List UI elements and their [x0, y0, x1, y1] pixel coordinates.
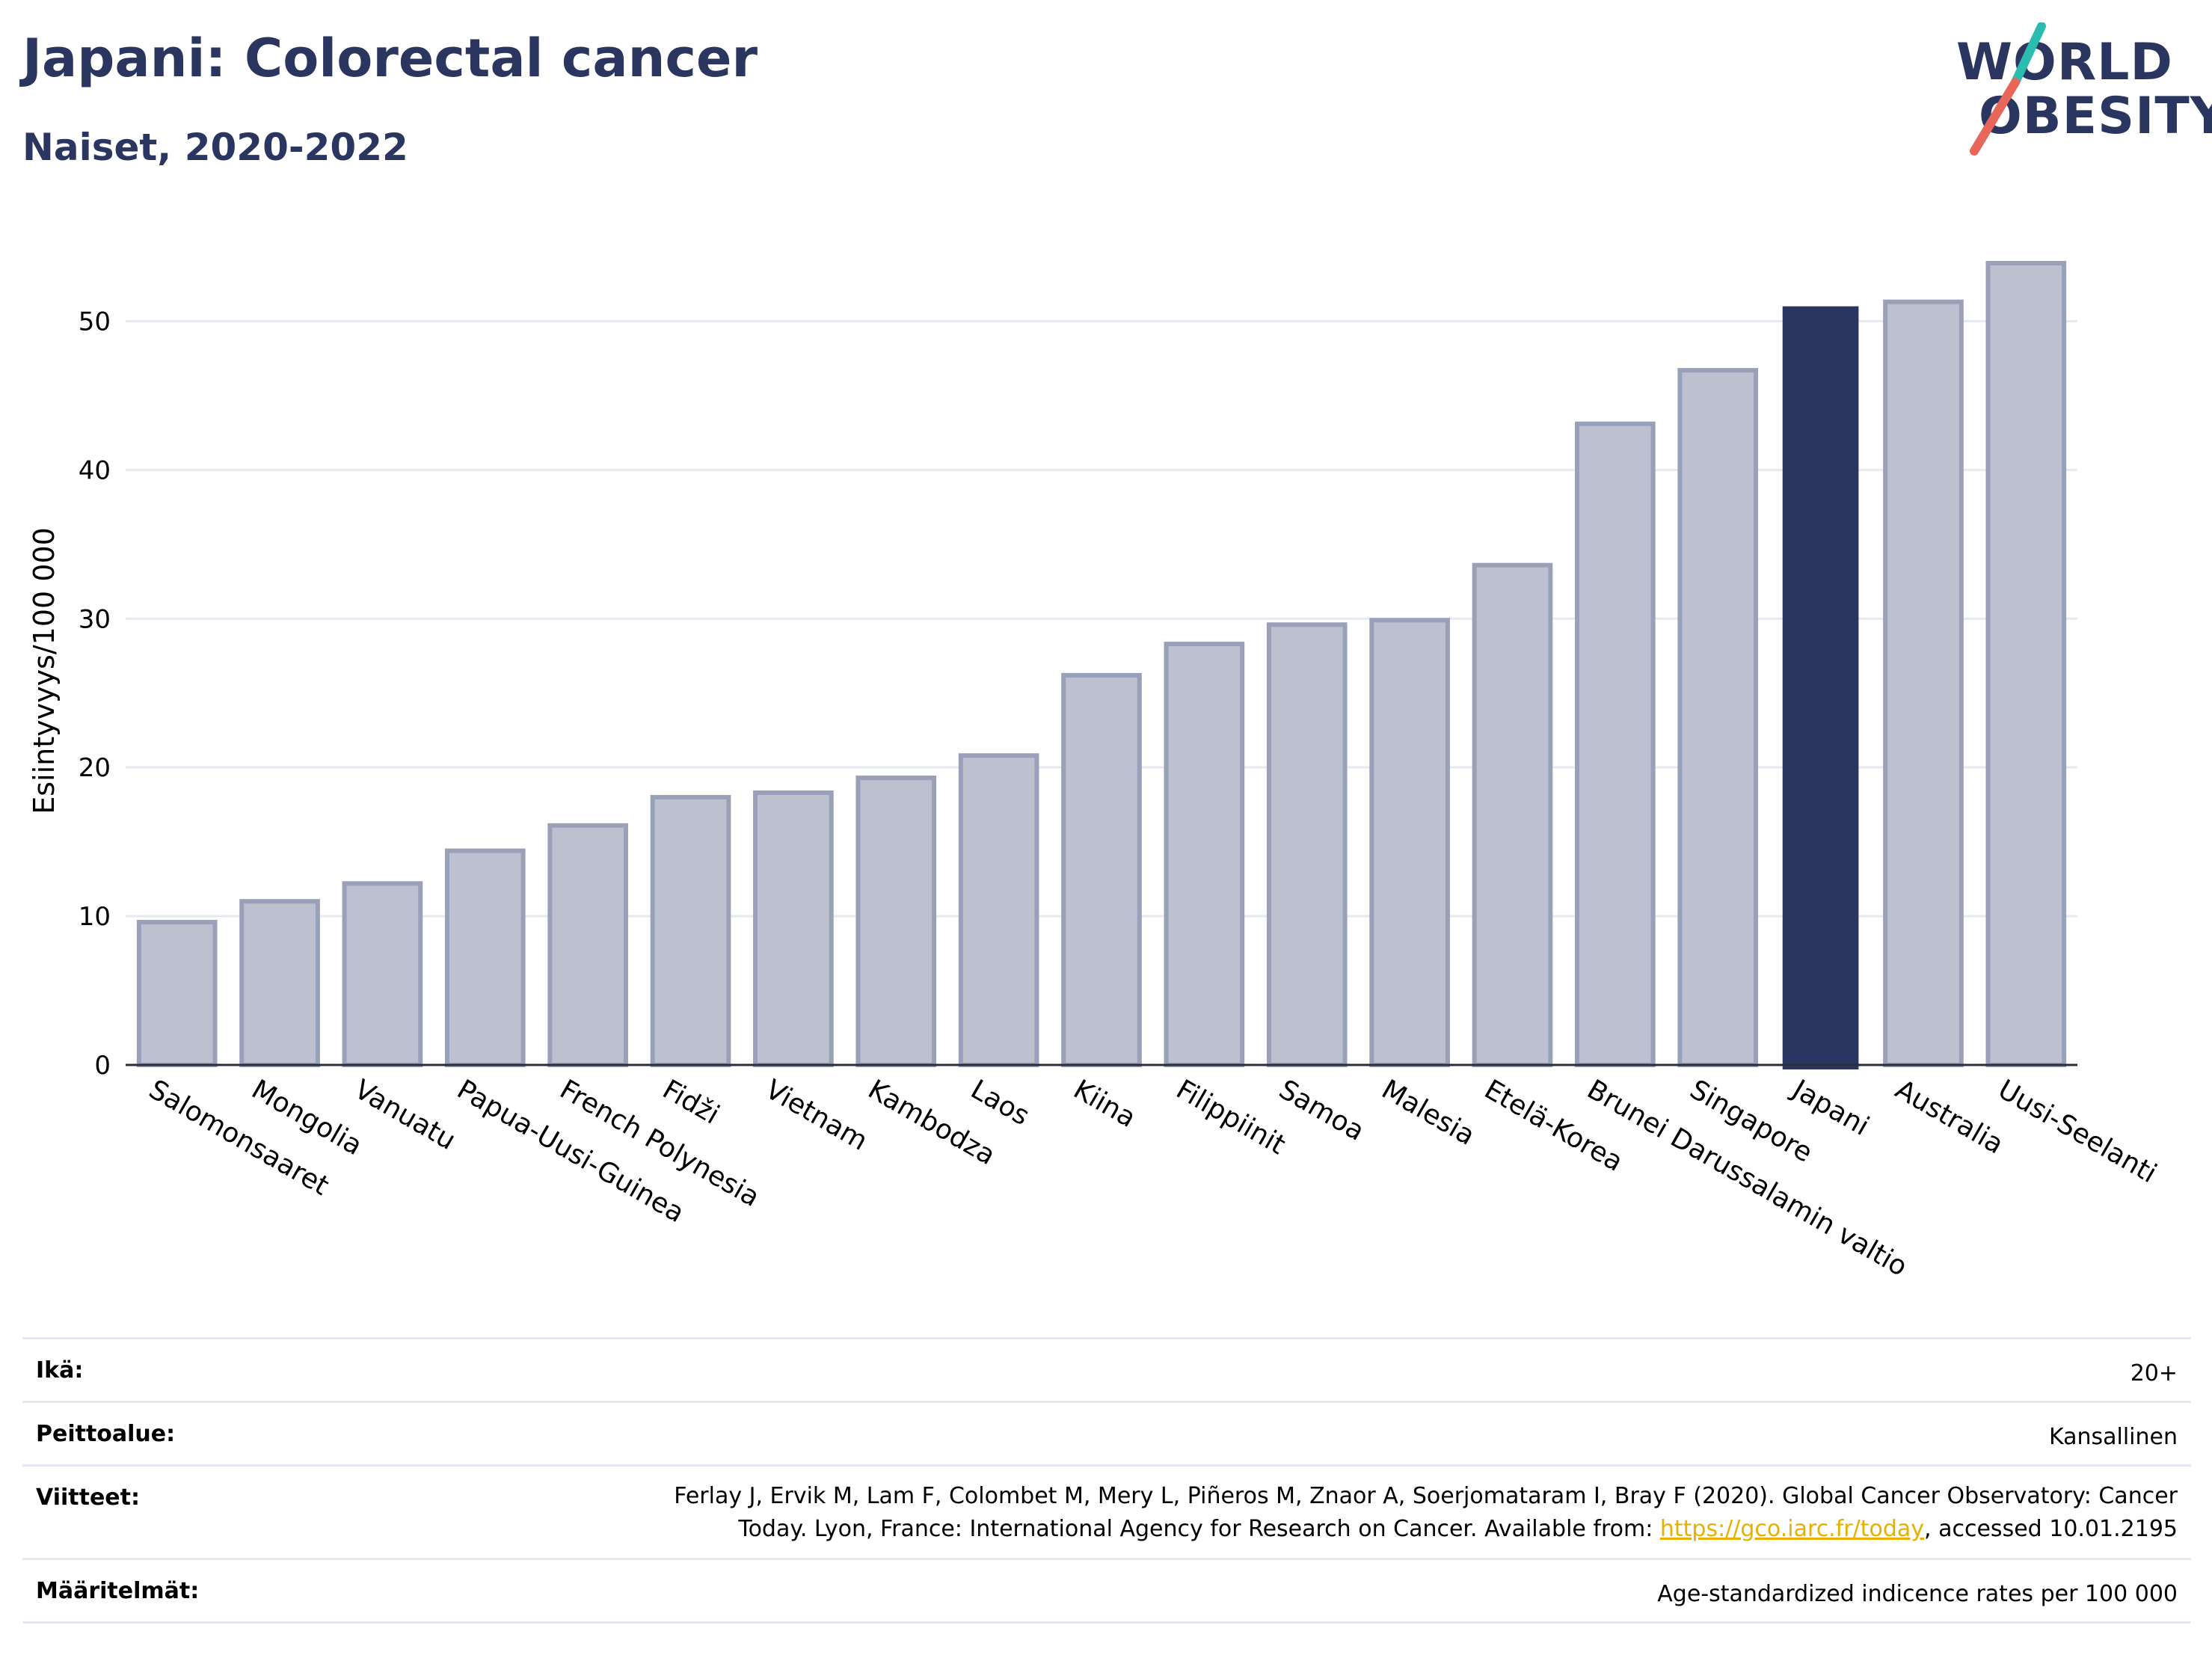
- y-tick-label: 10: [79, 902, 111, 932]
- y-axis-label: Esiintyvyys/100 000: [28, 527, 61, 814]
- coverage-label: Peittoalue:: [36, 1421, 176, 1447]
- definitions-value: Age-standardized indicence rates per 100…: [1657, 1581, 2178, 1607]
- bar-japani: [1782, 306, 1859, 1070]
- logo-word-obesity: OBESITY: [1979, 87, 2212, 146]
- info-table: Ikä: 20+ Peittoalue: Kansallinen Viittee…: [22, 1337, 2191, 1624]
- y-tick-label: 30: [79, 604, 111, 634]
- x-tick-label: Australia: [1890, 1074, 2008, 1160]
- coverage-value: Kansallinen: [2048, 1424, 2178, 1450]
- bar-filippiinit: [1164, 642, 1245, 1067]
- bar-malesia: [1369, 618, 1450, 1067]
- bar-salomonsaaret: [136, 920, 218, 1067]
- y-tick-label: 50: [79, 307, 111, 337]
- x-tick-label: Malesia: [1377, 1074, 1480, 1152]
- bar-singapore: [1677, 368, 1759, 1067]
- gco-link[interactable]: https://gco.iarc.fr/today: [1659, 1515, 1925, 1542]
- bar-kiina: [1061, 672, 1142, 1067]
- y-tick-label: 0: [94, 1051, 111, 1081]
- references-label: Viitteet:: [36, 1484, 140, 1511]
- bar-chart: 0 10 20 30 40 50 Esiintyvyys/100 000 Salomonsaa…: [28, 260, 2162, 1283]
- bar-australia: [1883, 299, 1964, 1067]
- bar-papua-uusi-guinea: [444, 848, 526, 1067]
- age-value: 20+: [2130, 1360, 2178, 1387]
- info-row-references: Viitteet: Ferlay J, Ervik M, Lam F, Colo…: [22, 1467, 2191, 1560]
- bar-etel-korea: [1472, 562, 1553, 1067]
- bar-french-polynesia: [547, 823, 628, 1067]
- references-value: Ferlay J, Ervik M, Lam F, Colombet M, Me…: [674, 1480, 2178, 1545]
- y-tick-label: 20: [79, 753, 111, 783]
- x-tick-label: Kiina: [1069, 1074, 1141, 1134]
- references-line-2-prefix: Today. Lyon, France: International Agenc…: [738, 1515, 1660, 1542]
- references-line-1: Ferlay J, Ervik M, Lam F, Colombet M, Me…: [674, 1483, 2178, 1509]
- chart-title: Japani: Colorectal cancer: [22, 28, 758, 89]
- world-obesity-logo: WORLD OBESITY: [1944, 22, 2212, 157]
- info-row-age: Ikä: 20+: [22, 1339, 2191, 1403]
- definitions-label: Määritelmät:: [36, 1578, 200, 1604]
- logo-word-world: WORLD: [1956, 33, 2173, 92]
- bar-uusi-seelanti: [1985, 260, 2067, 1067]
- info-row-coverage: Peittoalue: Kansallinen: [22, 1403, 2191, 1467]
- age-label: Ikä:: [36, 1357, 84, 1384]
- x-tick-label: Vietnam: [760, 1074, 872, 1157]
- references-line-2: Today. Lyon, France: International Agenc…: [674, 1513, 2178, 1546]
- x-tick-label: Salomonsaaret: [144, 1074, 334, 1202]
- bar-samoa: [1266, 622, 1348, 1067]
- y-tick-label: 40: [79, 455, 111, 485]
- bar-vietnam: [753, 790, 834, 1067]
- x-tick-label: Fidži: [657, 1074, 725, 1130]
- bar-kambodza: [855, 776, 937, 1067]
- bar-brunei-darussalamin-valtio: [1575, 421, 1656, 1067]
- references-line-2-suffix: , accessed 10.01.2195: [1924, 1515, 2178, 1542]
- bar-mongolia: [239, 899, 320, 1067]
- logo-slash-icon: [1970, 22, 2046, 156]
- bar-laos: [958, 753, 1039, 1067]
- x-tick-label: Vanuatu: [349, 1074, 461, 1156]
- x-tick-label: Uusi-Seelanti: [1993, 1074, 2162, 1189]
- x-tick-label: Laos: [965, 1074, 1034, 1132]
- info-row-definitions: Määritelmät: Age-standardized indicence …: [22, 1560, 2191, 1624]
- chart-subtitle: Naiset, 2020-2022: [22, 126, 408, 169]
- x-tick-label: Filippiinit: [1171, 1074, 1291, 1161]
- bar-vanuatu: [342, 881, 423, 1068]
- bar-fid-i: [650, 794, 731, 1067]
